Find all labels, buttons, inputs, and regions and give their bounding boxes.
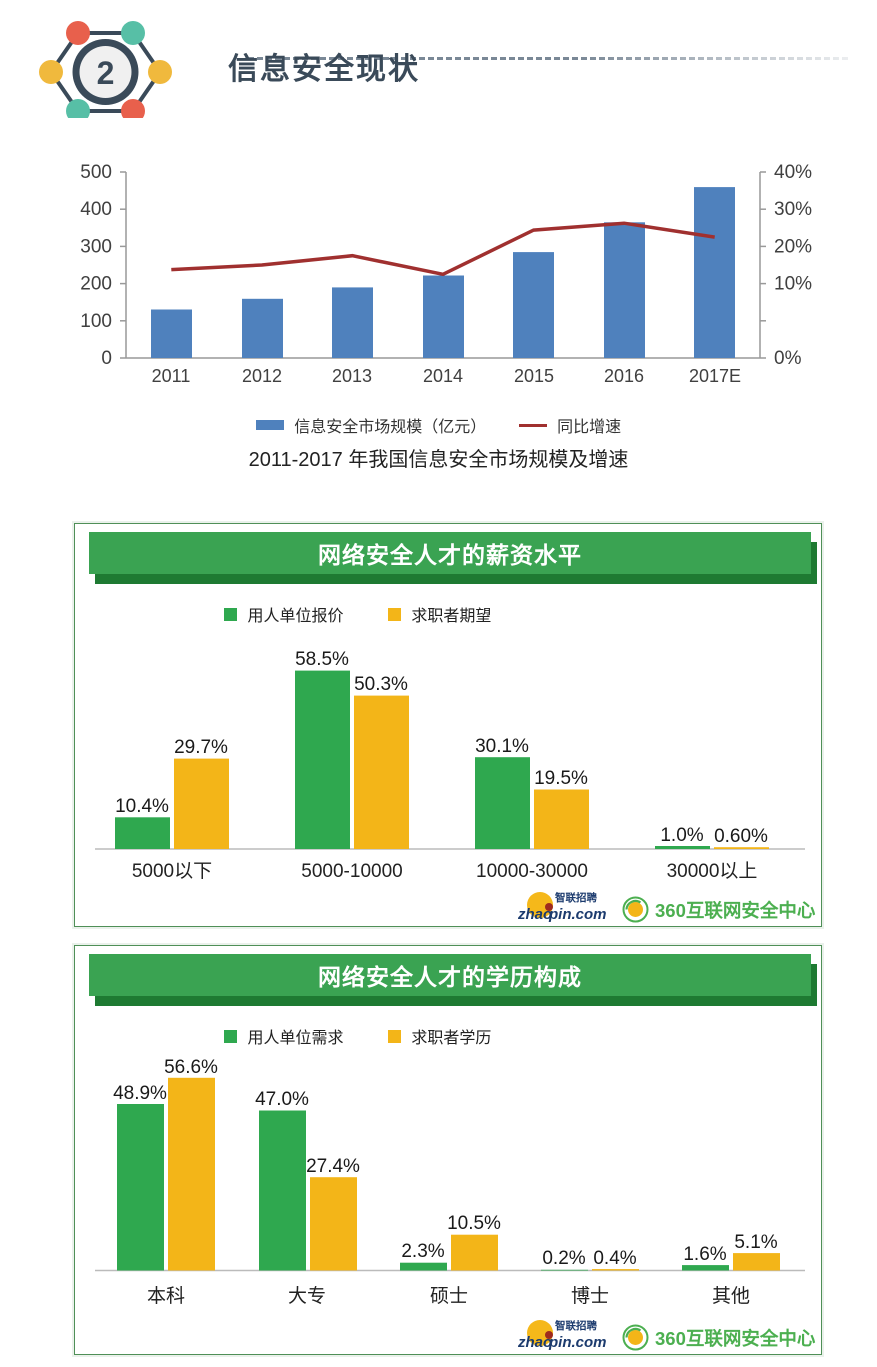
svg-text:2016: 2016: [604, 366, 644, 386]
svg-text:100: 100: [80, 311, 112, 332]
svg-text:500: 500: [80, 162, 112, 183]
svg-text:30%: 30%: [774, 199, 812, 220]
svg-text:2014: 2014: [423, 366, 463, 386]
svg-text:2013: 2013: [332, 366, 372, 386]
svg-text:智联招聘: 智联招聘: [554, 891, 597, 904]
svg-text:pin.com: pin.com: [548, 1334, 607, 1351]
svg-text:10%: 10%: [774, 274, 812, 295]
svg-text:200: 200: [80, 274, 112, 295]
svg-text:2012: 2012: [242, 366, 282, 386]
svg-text:0%: 0%: [774, 348, 802, 369]
svg-text:pin.com: pin.com: [548, 906, 607, 923]
svg-text:2015: 2015: [514, 366, 554, 386]
svg-text:2017E: 2017E: [689, 366, 741, 386]
svg-text:300: 300: [80, 236, 112, 257]
svg-text:360互联网安全中心: 360互联网安全中心: [655, 900, 816, 921]
svg-text:zhao: zhao: [517, 1334, 552, 1351]
svg-text:400: 400: [80, 199, 112, 220]
svg-text:360互联网安全中心: 360互联网安全中心: [655, 1328, 816, 1349]
svg-text:智联招聘: 智联招聘: [554, 1319, 597, 1332]
svg-text:zhao: zhao: [517, 906, 552, 923]
svg-text:40%: 40%: [774, 162, 812, 183]
svg-text:0: 0: [101, 348, 112, 369]
svg-text:2011: 2011: [152, 366, 191, 386]
svg-text:20%: 20%: [774, 236, 812, 257]
